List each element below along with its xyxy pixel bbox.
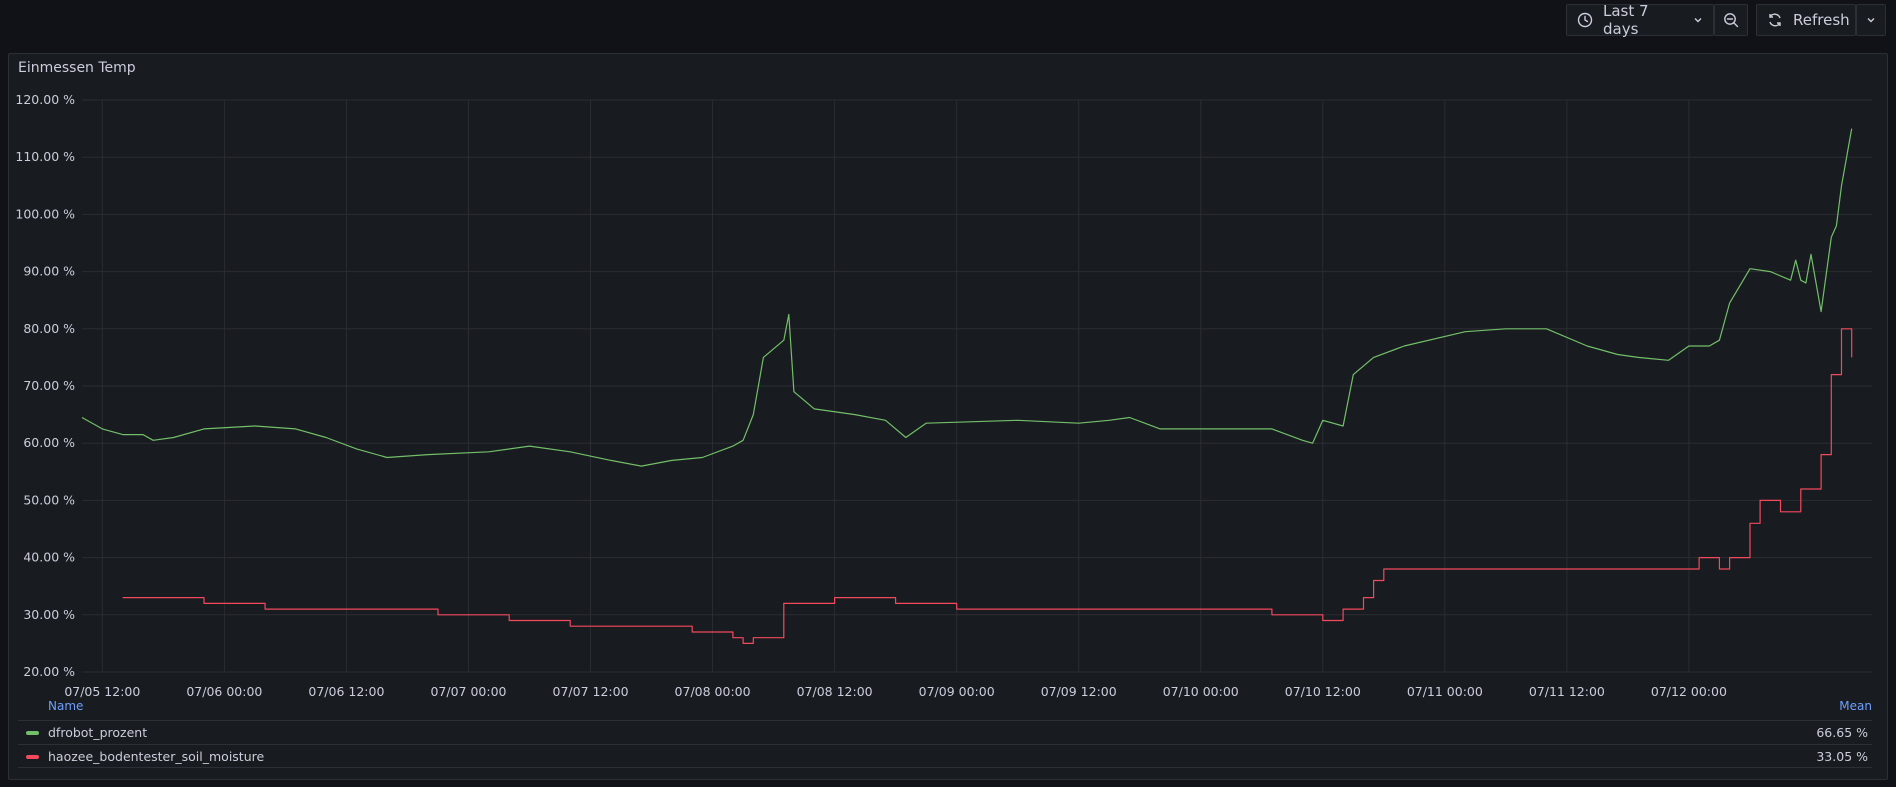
refresh-label: Refresh	[1793, 11, 1850, 29]
grid	[82, 99, 1872, 673]
refresh-icon	[1767, 12, 1783, 28]
series-color-swatch[interactable]	[26, 755, 39, 759]
time-range-picker[interactable]: Last 7 days	[1566, 2, 1714, 38]
refresh-interval-dropdown[interactable]	[1856, 4, 1886, 36]
x-tick-label: 07/09 00:00	[919, 684, 995, 699]
x-tick-label: 07/05 12:00	[64, 684, 140, 699]
zoom-out-button[interactable]	[1714, 4, 1748, 36]
series-name[interactable]: dfrobot_prozent	[48, 725, 148, 740]
x-tick-label: 07/08 12:00	[797, 684, 873, 699]
chevron-down-icon	[1693, 15, 1703, 25]
chevron-down-icon	[1866, 15, 1876, 25]
legend-row[interactable]: dfrobot_prozent 66.65 %	[18, 720, 1872, 744]
time-range-label: Last 7 days	[1603, 2, 1649, 38]
x-tick-label: 07/06 12:00	[308, 684, 384, 699]
y-tick-label: 120.00 %	[15, 92, 75, 107]
time-series-chart[interactable]: 20.00 % 30.00 % 40.00 % 50.00 % 60.00 % 70.00…	[0, 0, 1896, 700]
x-tick-label: 07/11 12:00	[1529, 684, 1605, 699]
x-tick-label: 07/10 00:00	[1163, 684, 1239, 699]
y-tick-label: 30.00 %	[23, 607, 75, 622]
y-tick-label: 50.00 %	[23, 492, 75, 507]
series-line-dfrobot_prozent[interactable]	[81, 128, 1853, 467]
clock-icon	[1577, 12, 1593, 28]
series-mean: 66.65 %	[1816, 725, 1868, 740]
y-tick-label: 40.00 %	[23, 550, 75, 565]
y-tick-label: 60.00 %	[23, 435, 75, 450]
series-mean: 33.05 %	[1816, 749, 1868, 764]
x-tick-label: 07/09 12:00	[1041, 684, 1117, 699]
series-lines	[81, 128, 1853, 644]
legend-name-header[interactable]: Name	[48, 699, 84, 713]
y-tick-label: 100.00 %	[15, 206, 75, 221]
x-tick-label: 07/07 00:00	[430, 684, 506, 699]
y-tick-label: 20.00 %	[23, 664, 75, 679]
series-color-swatch[interactable]	[26, 731, 39, 735]
x-tick-label: 07/07 12:00	[553, 684, 629, 699]
dashboard-toolbar: Last 7 days Refresh	[0, 0, 1896, 44]
y-tick-label: 90.00 %	[23, 264, 75, 279]
y-tick-label: 110.00 %	[15, 149, 75, 164]
y-tick-label: 80.00 %	[23, 321, 75, 336]
x-tick-label: 07/12 00:00	[1651, 684, 1727, 699]
x-tick-label: 07/10 12:00	[1285, 684, 1361, 699]
chart-panel	[8, 53, 1888, 780]
panel-title[interactable]: Einmessen Temp	[18, 60, 136, 76]
x-tick-label: 07/06 00:00	[186, 684, 262, 699]
x-tick-label: 07/08 00:00	[675, 684, 751, 699]
legend-mean-header[interactable]: Mean	[1839, 699, 1872, 713]
y-axis: 20.00 % 30.00 % 40.00 % 50.00 % 60.00 % 70.00…	[15, 92, 75, 679]
series-line-haozee_bodentester_soil_moisture[interactable]	[122, 328, 1853, 644]
x-tick-label: 07/11 00:00	[1407, 684, 1483, 699]
legend-row[interactable]: haozee_bodentester_soil_moisture 33.05 %	[18, 744, 1872, 768]
x-axis: 07/05 12:00 07/06 00:00 07/06 12:00 07/07 0…	[64, 684, 1727, 699]
series-name[interactable]: haozee_bodentester_soil_moisture	[48, 749, 265, 764]
y-tick-label: 70.00 %	[23, 378, 75, 393]
zoom-out-icon	[1723, 12, 1739, 28]
refresh-button[interactable]: Refresh	[1756, 4, 1856, 36]
